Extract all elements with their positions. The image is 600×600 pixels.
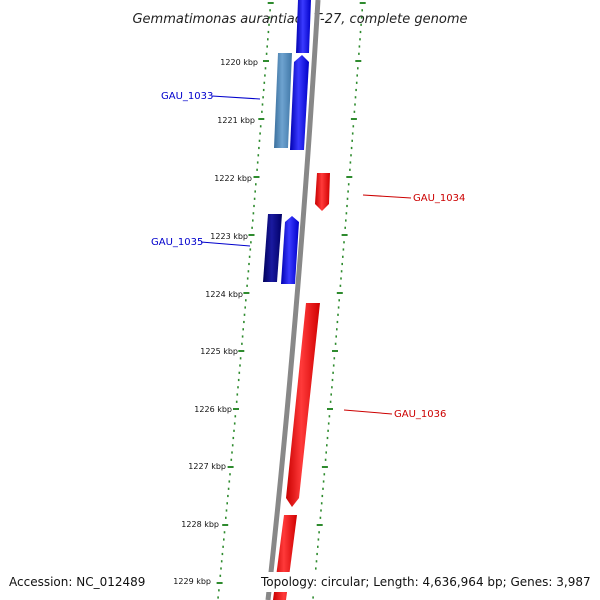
scale-label-1228: 1228 kbp (181, 520, 219, 529)
gau-1033-leader (211, 95, 261, 100)
gau-1033-label[interactable]: GAU_1033 (161, 91, 213, 102)
gau-1034-label[interactable]: GAU_1034 (413, 193, 465, 204)
scale-labels: 1220 kbp 1221 kbp 1222 kbp 1223 kbp 1224… (173, 58, 258, 586)
scale-label-1220: 1220 kbp (220, 58, 258, 67)
scale-label-1224: 1224 kbp (205, 290, 243, 299)
gau-1036-label[interactable]: GAU_1036 (394, 409, 446, 420)
scale-label-1225: 1225 kbp (200, 347, 238, 356)
orf-gau-1035[interactable] (263, 214, 282, 282)
scale-label-1227: 1227 kbp (188, 462, 226, 471)
scale-label-1222: 1222 kbp (214, 174, 252, 183)
genome-backbone (265, 0, 321, 600)
gau-1035-label[interactable]: GAU_1035 (151, 237, 203, 248)
gene-gau-1034-reverse[interactable] (315, 173, 330, 211)
scale-label-1226: 1226 kbp (194, 405, 232, 414)
gene-gau-1036-reverse[interactable] (286, 303, 320, 507)
gau-1036-leader (343, 409, 393, 415)
inner-tick-track (216, 2, 274, 599)
outer-tick-track (311, 2, 366, 599)
accession-text: Accession: NC_012489 (9, 575, 145, 589)
summary-background (256, 572, 596, 592)
gene-gau-1033-forward[interactable] (290, 55, 309, 150)
gene-gau-1035-forward[interactable] (281, 216, 299, 284)
scale-label-1221: 1221 kbp (217, 116, 255, 125)
gau-1035-leader (200, 241, 251, 247)
orf-gau-1033[interactable] (274, 53, 292, 148)
gau-1034-leader (362, 194, 412, 199)
scale-label-1229: 1229 kbp (173, 577, 211, 586)
accession-background (4, 572, 156, 592)
scale-label-1223: 1223 kbp (210, 232, 248, 241)
gene-forward-top[interactable] (296, 0, 311, 53)
genome-summary-text: Topology: circular; Length: 4,636,964 bp… (260, 575, 591, 589)
